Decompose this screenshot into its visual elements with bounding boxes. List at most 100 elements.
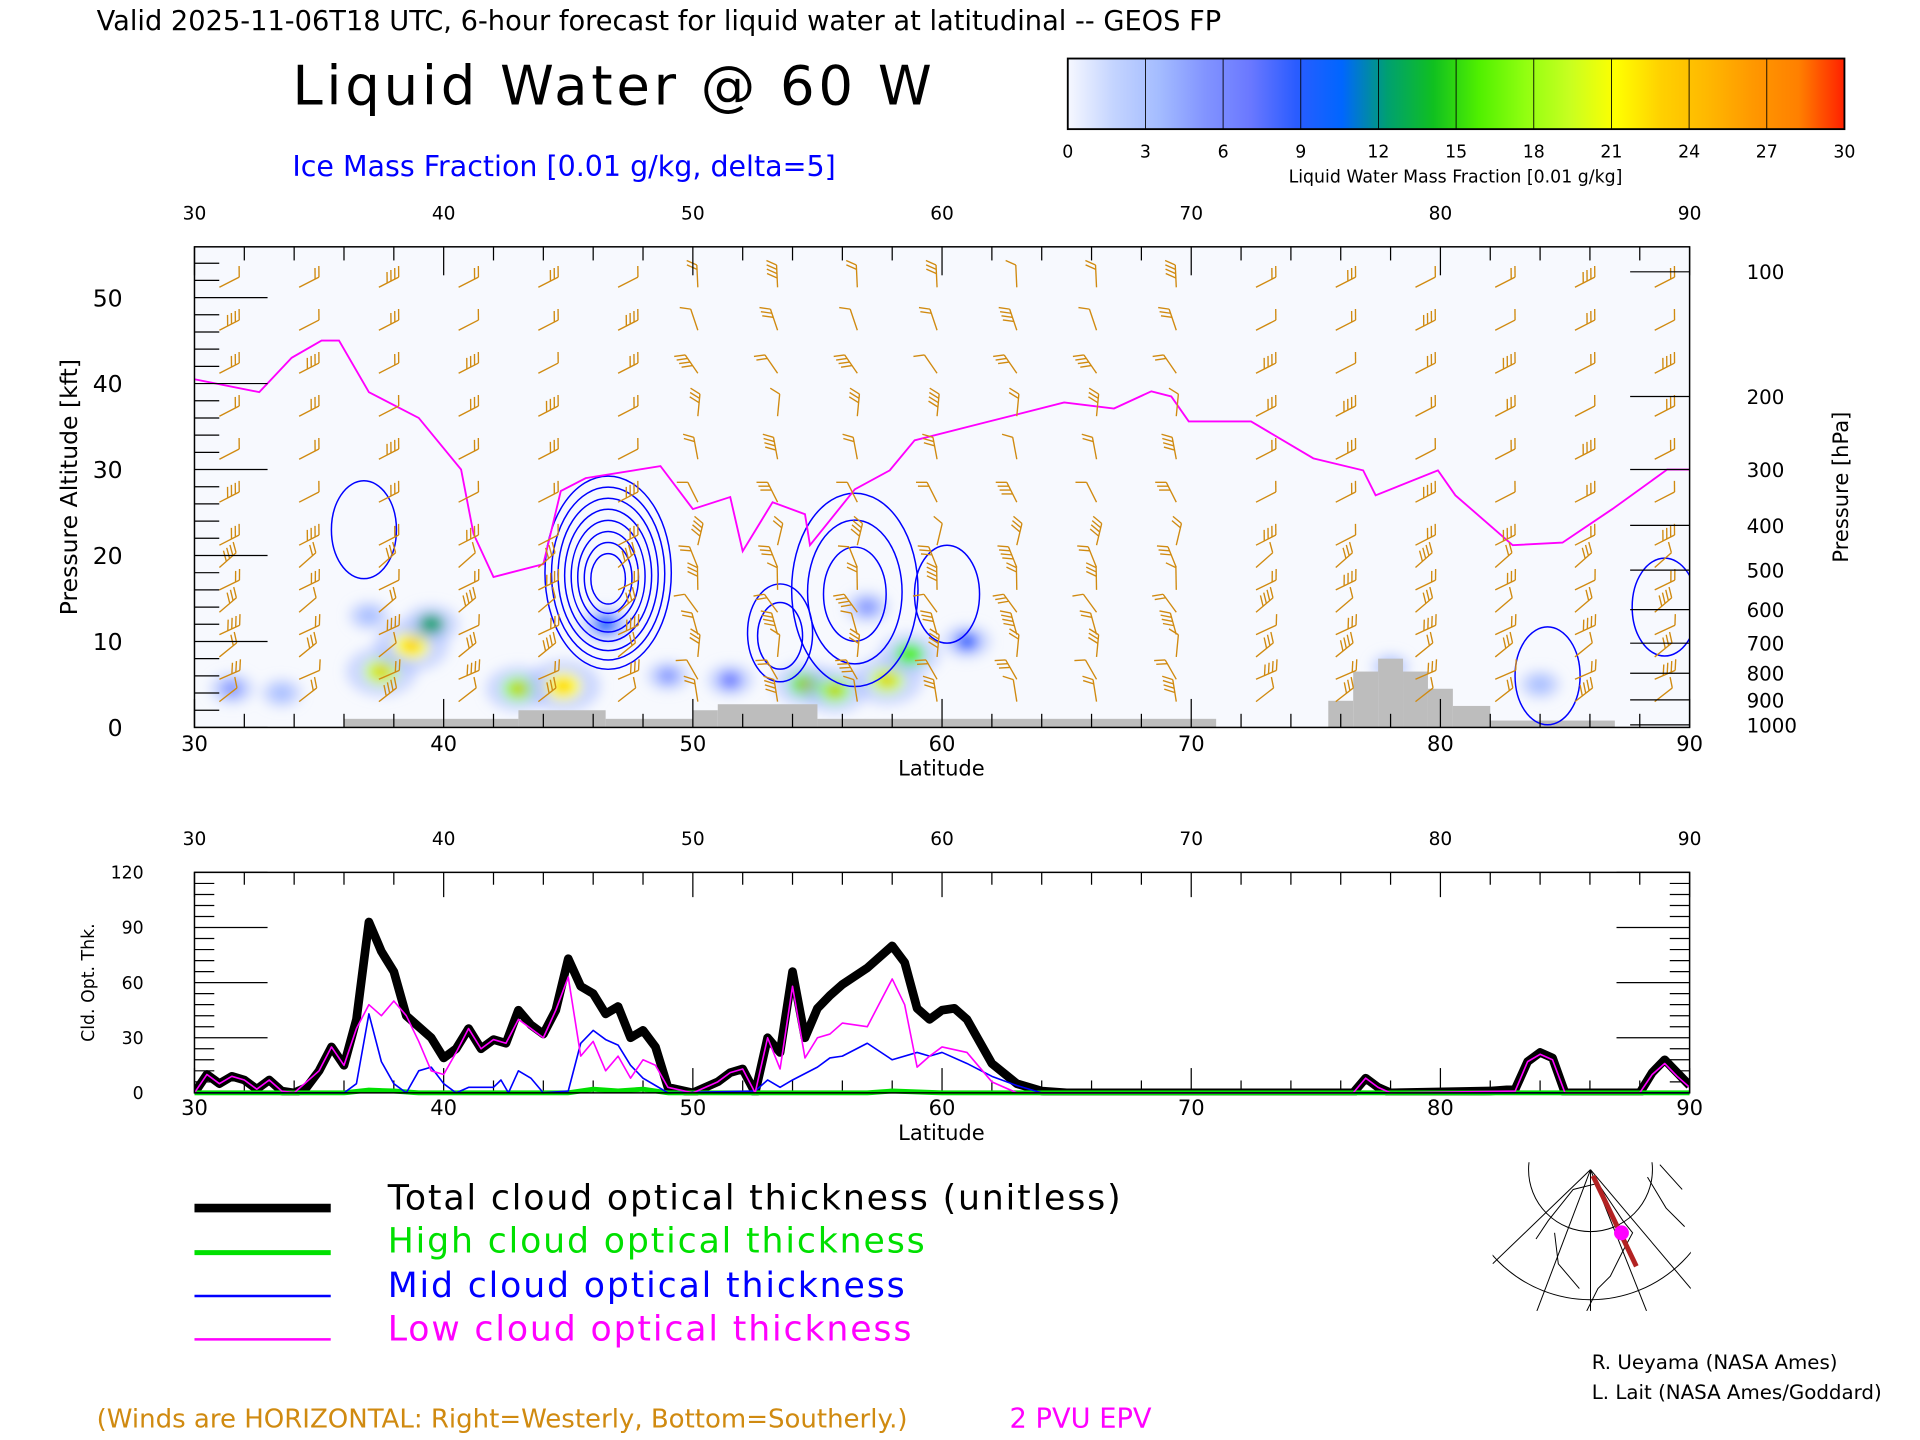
wind-barb-feather — [1165, 268, 1176, 275]
colorbar-tick-label: 21 — [1600, 143, 1622, 163]
wind-barb-feather — [1427, 617, 1429, 629]
wind-barb — [1335, 659, 1358, 680]
wind-barb — [683, 675, 699, 702]
wind-barb-feather — [1155, 357, 1167, 361]
wind-barb-feather — [558, 659, 561, 671]
wind-barb — [1255, 308, 1277, 331]
pressure-tick-label: 1000 — [1747, 714, 1797, 737]
wind-barb-feather — [998, 666, 1011, 669]
wind-barb-feather — [997, 361, 1010, 365]
wind-barb-feather — [1267, 527, 1269, 539]
wind-barb-feather — [1165, 272, 1177, 279]
wind-barb — [1335, 308, 1357, 331]
wind-barb — [1085, 562, 1098, 590]
optical-thickness-panel: 30 30 40 40 50 50 60 60 70 70 80 80 90 90 0 30 60 90 120 C… — [79, 829, 1703, 1145]
wind-barb-feather — [553, 396, 556, 409]
ice-contour — [583, 541, 633, 615]
wind-barb-feather — [1506, 572, 1509, 584]
wind-barb-feather — [920, 610, 932, 614]
pressure-tick-label: 300 — [1747, 459, 1785, 482]
colorbar-tick-label: 24 — [1678, 143, 1700, 163]
wind-barb-feather — [929, 628, 940, 636]
wind-barb-feather — [926, 575, 938, 582]
wind-barb-feather — [1347, 572, 1349, 584]
wind-barb-feather — [1666, 662, 1669, 674]
wind-barb-feather — [1430, 676, 1434, 689]
wind-barb-feather — [849, 391, 860, 399]
wind-barb-feather — [473, 525, 476, 537]
wind-barb-feather — [1005, 259, 1017, 266]
wind-barb-feather — [758, 545, 770, 548]
wind-barb-feather — [1588, 541, 1593, 553]
pv-legend-label: 2 PVU EPV — [1010, 1403, 1152, 1434]
wind-barb-feather — [1590, 482, 1592, 494]
x-tick-label: 80 — [1427, 1095, 1454, 1120]
wind-barb — [378, 614, 401, 636]
wind-barb-feather — [549, 398, 552, 411]
x-tick-label-top: 40 — [432, 204, 456, 225]
wind-barb-feather — [841, 670, 853, 673]
ice-contour — [563, 508, 653, 643]
wind-barb-feather — [1078, 306, 1090, 310]
liquid-water-core — [513, 685, 524, 693]
wind-barb-feather — [764, 684, 776, 689]
wind-barb-feather — [633, 310, 635, 323]
wind-barb-feather — [994, 659, 1006, 662]
wind-barb-feather — [1354, 266, 1357, 278]
wind-barb-feather — [1354, 437, 1357, 450]
colorbar-tick-label: 15 — [1445, 143, 1467, 163]
wind-barb-feather — [306, 529, 309, 541]
wind-barb-feather — [234, 396, 237, 409]
wind-barb-feather — [1662, 529, 1664, 541]
y-tick-label-kft: 0 — [108, 714, 123, 742]
wind-barb-feather — [625, 486, 628, 498]
wind-barb-staff — [1012, 679, 1018, 702]
wind-barb-feather — [1350, 267, 1353, 280]
y-tick-label-kft: 40 — [93, 370, 123, 398]
wind-barb-feather — [239, 659, 242, 671]
wind-barb — [769, 387, 781, 417]
wind-barb-feather — [846, 566, 858, 573]
wind-barb-feather — [764, 622, 776, 627]
wind-barb-feather — [917, 485, 930, 487]
wind-barb-feather — [557, 308, 559, 321]
wind-barb-feather — [692, 524, 702, 533]
wind-barb-feather — [997, 485, 1009, 487]
valid-time-line: Valid 2025-11-06T18 UTC, 6-hour forecast… — [97, 6, 1222, 37]
x-tick-label-top: 80 — [1429, 829, 1453, 850]
wind-barb-feather — [1350, 676, 1354, 689]
wind-barb-feather — [551, 541, 556, 553]
wind-barb-feather — [470, 662, 473, 674]
wind-barb-feather — [1078, 549, 1090, 552]
wind-barb — [1415, 631, 1434, 658]
wind-barb-feather — [629, 484, 631, 496]
wind-barb-feather — [1425, 589, 1430, 601]
wind-barb — [1335, 437, 1357, 460]
wind-barb-feather — [1434, 437, 1437, 450]
pressure-tick-label: 800 — [1747, 663, 1785, 686]
wind-barb-staff — [1255, 491, 1277, 503]
wind-barb-feather — [1582, 682, 1587, 694]
colorbar-tick-label: 12 — [1367, 143, 1389, 163]
wind-barb-feather — [392, 586, 397, 598]
wind-barb-staff — [458, 491, 479, 503]
wind-barb-feather — [1354, 308, 1357, 321]
wind-barb-feather — [318, 659, 321, 671]
x-tick-label: 80 — [1427, 731, 1454, 756]
wind-barb-feather — [553, 267, 556, 280]
wind-barb-feather — [1514, 523, 1516, 535]
wind-barb-feather — [318, 394, 320, 407]
wind-barb-feather — [1088, 387, 1099, 395]
wind-barb-feather — [621, 550, 626, 562]
colorbar: 0 3 6 9 12 15 18 21 24 27 30 Liquid Water Mass Fra… — [1062, 57, 1855, 187]
wind-barb-feather — [1072, 593, 1084, 597]
wind-barb-feather — [629, 312, 631, 325]
wind-barb-feather — [996, 663, 1008, 666]
wind-barb-feather — [1088, 396, 1099, 404]
wind-barb-feather — [853, 515, 863, 525]
wind-barb-feather — [394, 482, 396, 494]
wind-barb-feather — [998, 306, 1010, 310]
ice-contour — [544, 475, 673, 671]
wind-barb-feather — [837, 663, 849, 666]
wind-barb-feather — [1162, 675, 1173, 681]
